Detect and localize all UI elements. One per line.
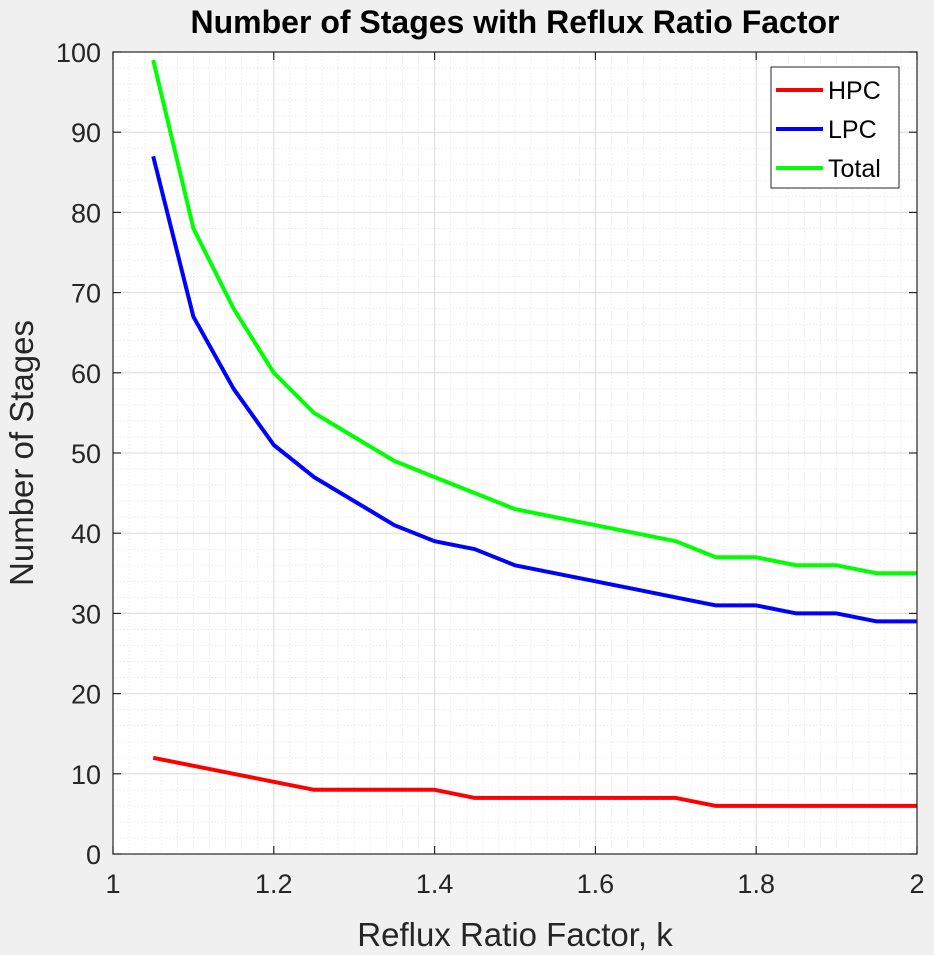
x-axis-label: Reflux Ratio Factor, k <box>357 916 673 953</box>
y-tick-label: 100 <box>56 38 101 68</box>
x-tick-label: 2 <box>909 869 924 899</box>
legend-label-total: Total <box>828 155 881 183</box>
legend: HPC LPC Total <box>770 66 900 189</box>
y-tick-label: 30 <box>71 599 101 629</box>
x-tick-label: 1.6 <box>577 869 615 899</box>
y-tick-label: 60 <box>71 359 101 389</box>
legend-label-lpc: LPC <box>828 116 877 144</box>
tick-marks <box>112 51 918 855</box>
y-tick-label: 70 <box>71 279 101 309</box>
y-tick-label: 80 <box>71 198 101 228</box>
series-lines <box>151 59 917 808</box>
series-line-lpc <box>151 155 917 624</box>
y-tick-label: 20 <box>71 680 101 710</box>
y-tick-label: 10 <box>71 760 101 790</box>
y-tick-label: 90 <box>71 118 101 148</box>
x-tick-label: 1 <box>105 869 120 899</box>
series-line-total <box>151 59 917 576</box>
x-tick-label: 1.2 <box>255 869 293 899</box>
y-tick-label: 0 <box>86 840 101 870</box>
legend-label-hpc: HPC <box>828 77 881 105</box>
series-line-hpc <box>152 755 917 808</box>
x-tick-label: 1.8 <box>737 869 775 899</box>
legend-items: HPC LPC Total <box>776 77 881 183</box>
y-axis-label: Number of Stages <box>3 320 40 586</box>
x-tick-label: 1.4 <box>416 869 454 899</box>
y-tick-label: 50 <box>71 439 101 469</box>
y-tick-label: 40 <box>71 519 101 549</box>
chart-title: Number of Stages with Reflux Ratio Facto… <box>191 4 840 40</box>
